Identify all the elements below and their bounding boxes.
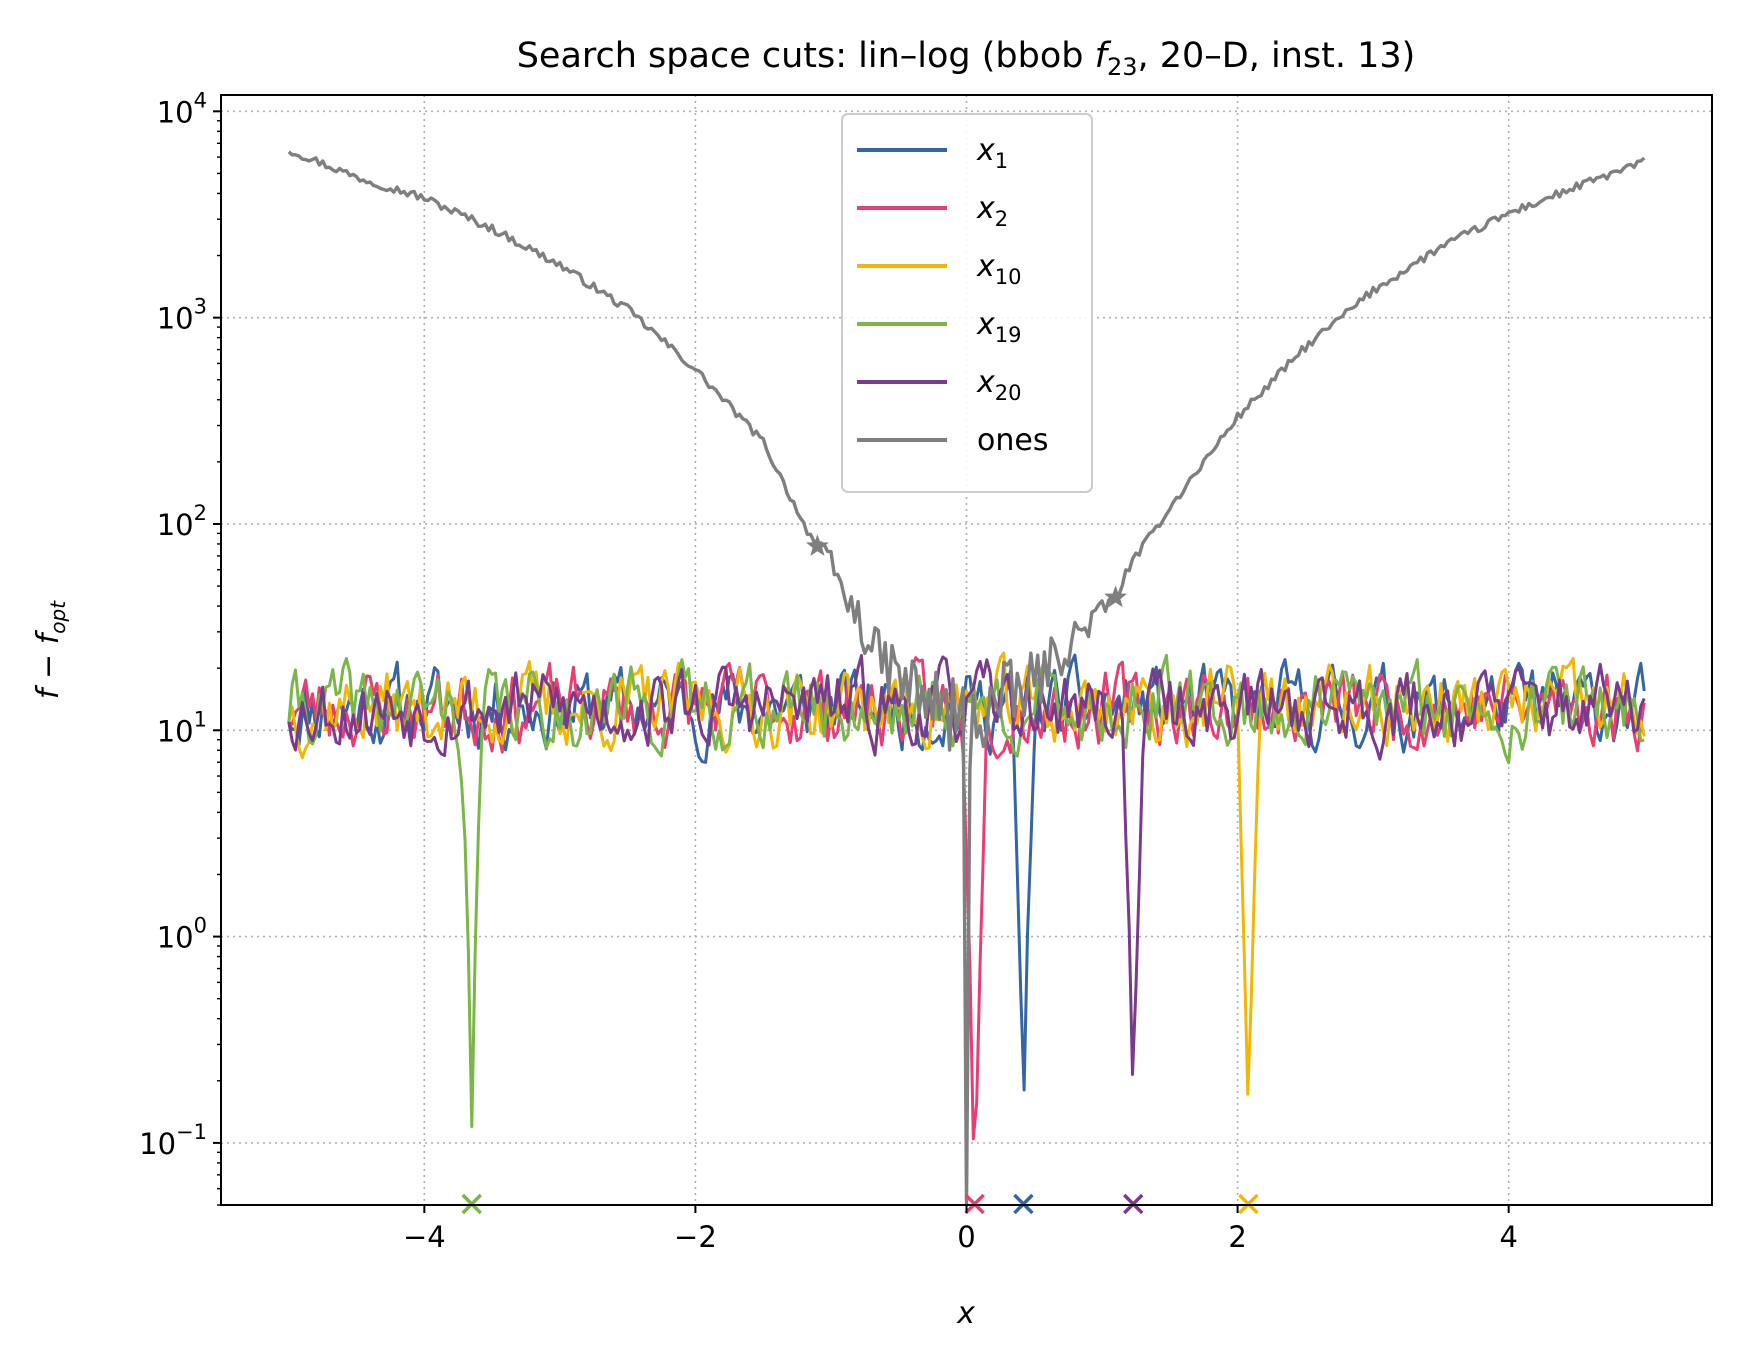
y-tick-label: 10−1 [139, 1120, 207, 1161]
legend-label-x20: x20 [976, 365, 1022, 405]
chart-title: Search space cuts: lin–log (bbob f23, 20… [517, 36, 1416, 81]
y-tick-label: 104 [157, 88, 207, 129]
series-line-x20 [287, 653, 1646, 1076]
legend-label-x19: x19 [976, 307, 1022, 347]
legend: x1 x2 x10 x19 x20 ones [841, 113, 1093, 493]
legend-label-x10: x10 [976, 249, 1022, 289]
legend-box [841, 113, 1093, 493]
x-tick-label: 2 [1228, 1220, 1246, 1254]
y-tick-label: 103 [157, 295, 207, 336]
ones-star-marker [1104, 585, 1127, 608]
legend-label-x2: x2 [976, 191, 1008, 231]
series-line-x2 [288, 656, 1646, 1141]
ones-star-marker [806, 534, 829, 556]
y-axis-label: f − fopt [31, 600, 70, 699]
legend-label-ones: ones [977, 423, 1048, 458]
legend-label-x1: x1 [976, 133, 1008, 173]
x-tick-label: 4 [1499, 1220, 1517, 1254]
x-tick-label: −4 [403, 1220, 446, 1254]
x-tick-label: 0 [957, 1220, 975, 1254]
x-axis-label: x [956, 1296, 975, 1331]
y-tick-label: 102 [157, 501, 207, 542]
y-tick-label: 100 [157, 914, 207, 955]
y-tick-label: 101 [157, 707, 207, 748]
tick-layer: −4 −2 0 2 4 10−1 100 101 102 103 104 [139, 88, 1518, 1254]
x-tick-label: −2 [674, 1220, 717, 1254]
